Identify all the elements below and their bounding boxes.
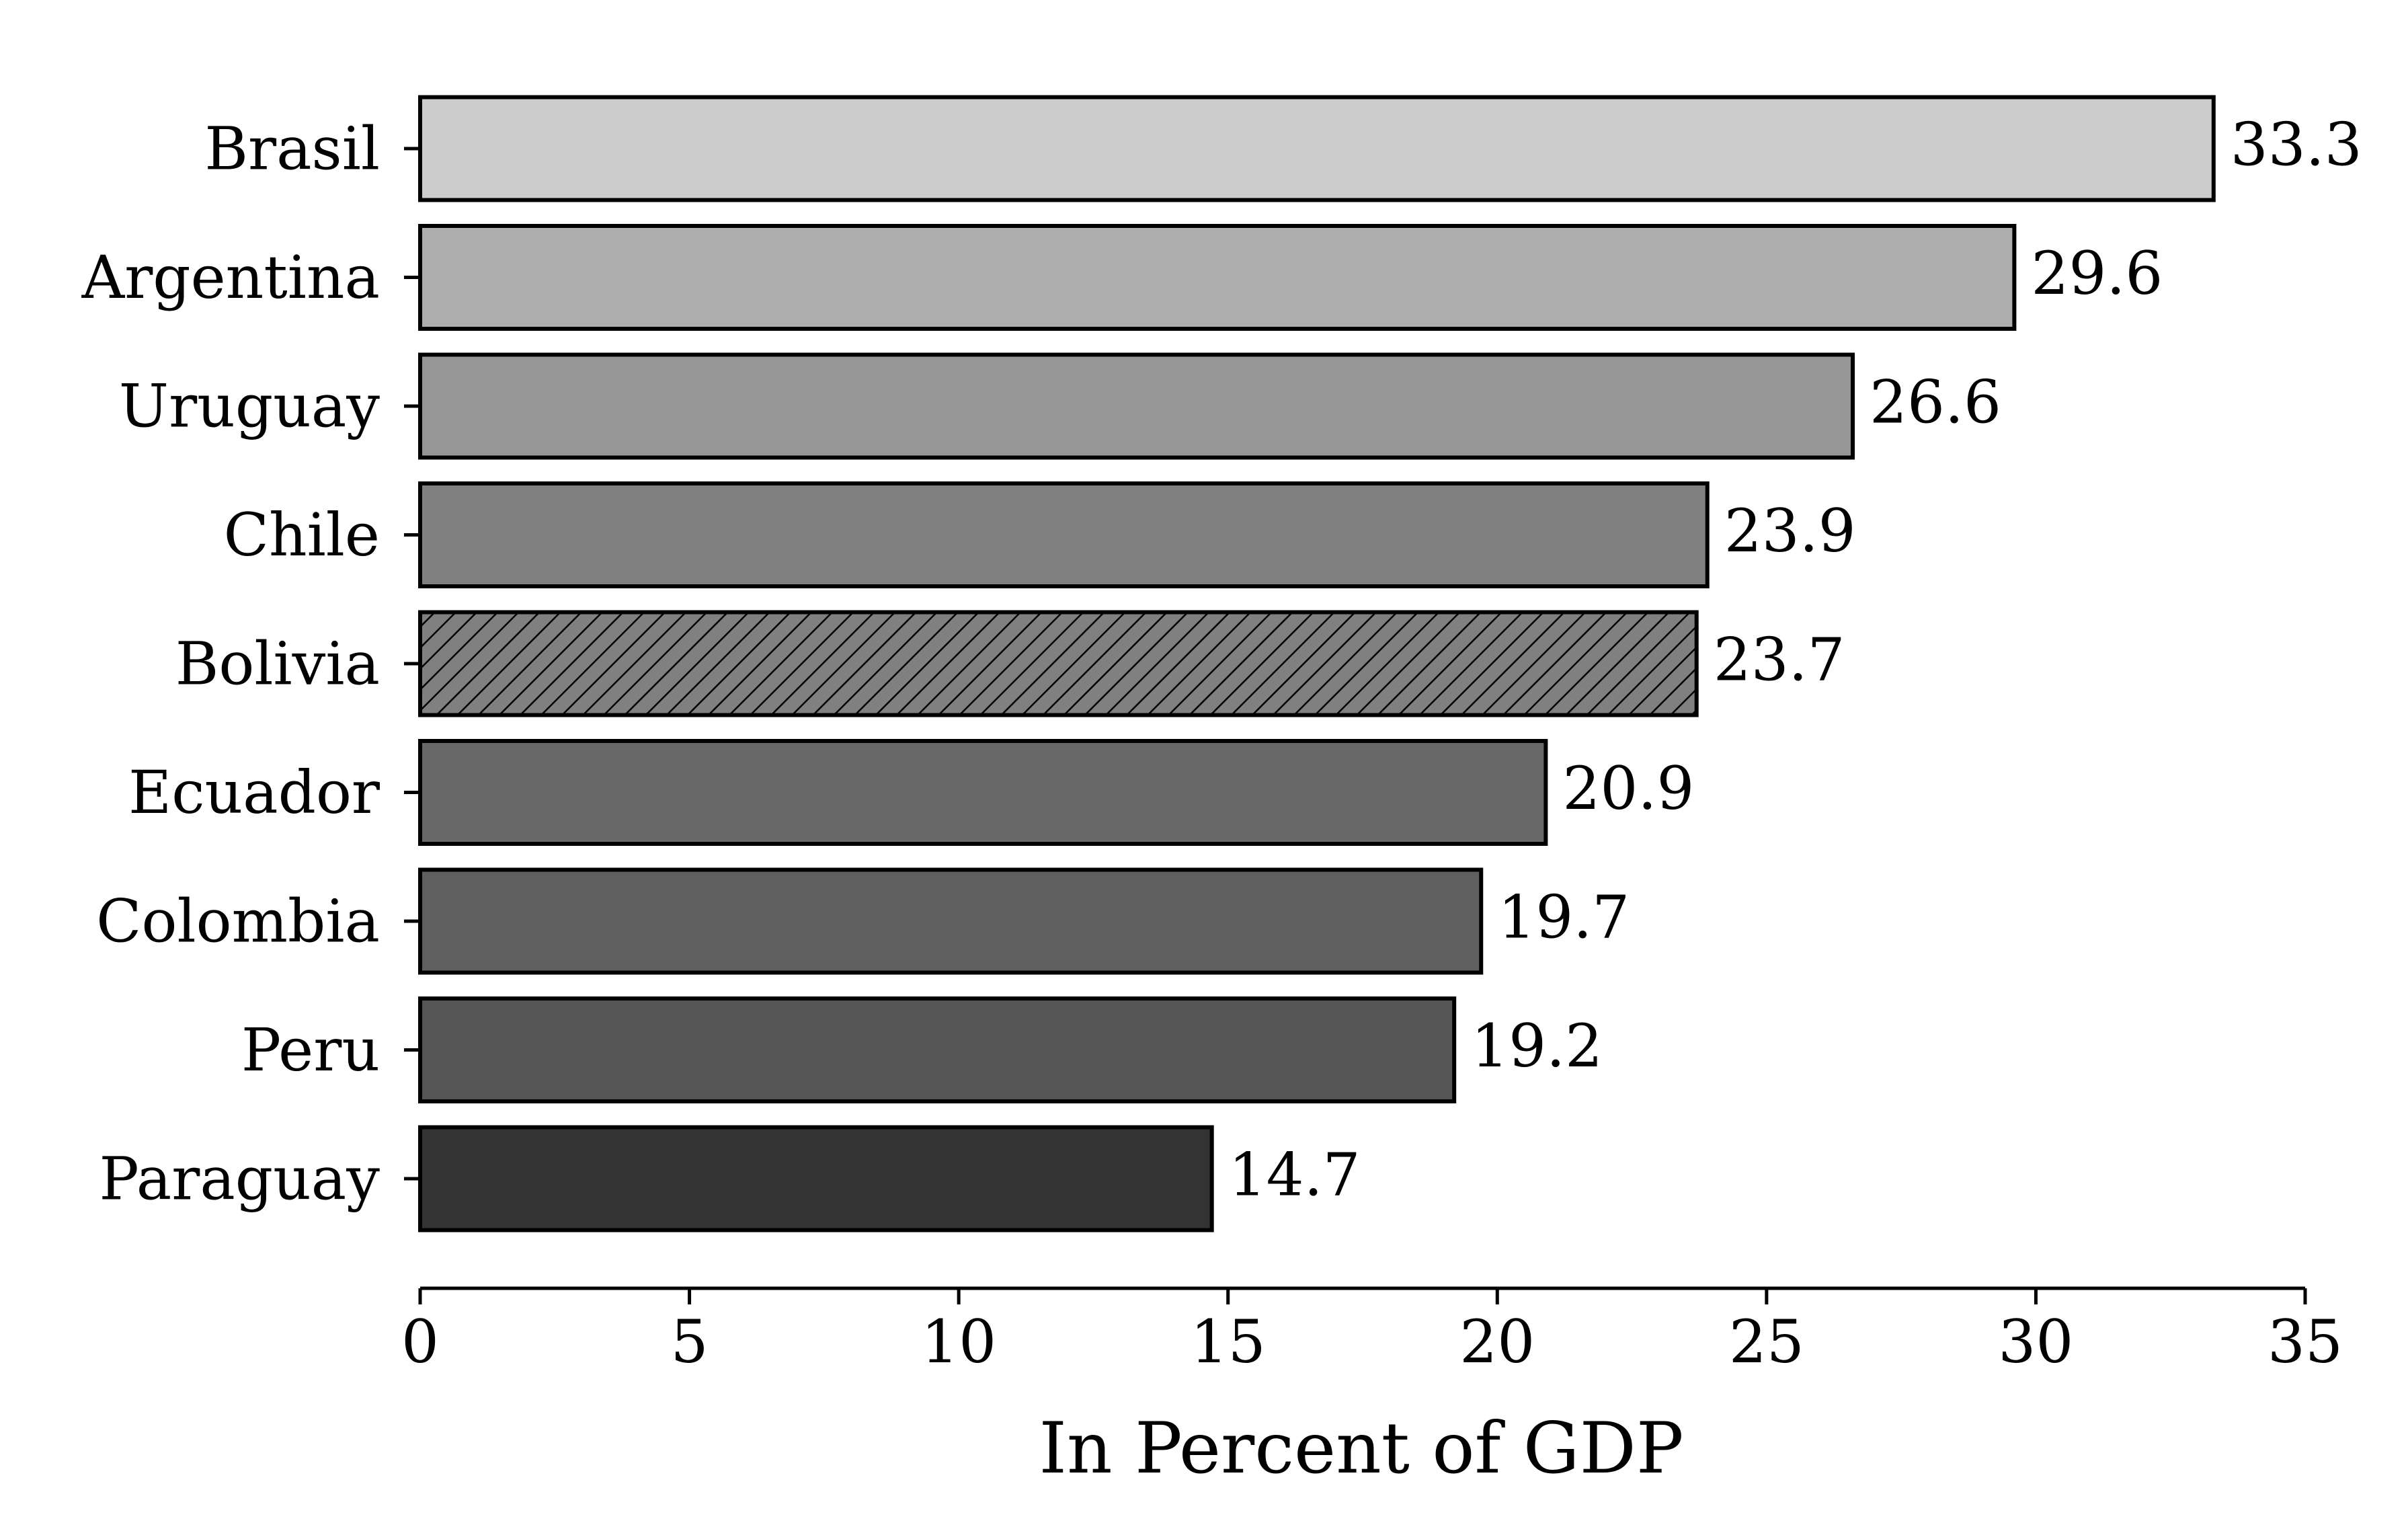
bar-peru xyxy=(418,996,1457,1103)
value-label-peru: 19.2 xyxy=(1471,1011,1603,1081)
value-label-argentina: 29.6 xyxy=(2031,239,2163,308)
x-tick-label-20: 20 xyxy=(1459,1307,1535,1376)
x-axis-title: In Percent of GDP xyxy=(1039,1407,1683,1489)
value-labels: 33.3 29.6 26.623.9 23.7 20.9 19.7 19.2 14.7 xyxy=(1229,110,2362,1210)
x-tick-label-10: 10 xyxy=(921,1307,996,1376)
x-tick-label-5: 5 xyxy=(671,1307,709,1376)
x-tick-label-30: 30 xyxy=(1998,1307,2073,1376)
bar-bolivia xyxy=(418,610,1699,717)
category-label-uruguay: Uruguay xyxy=(119,372,380,441)
x-axis: 0 5 10 15 20 25 30 35 xyxy=(401,1286,2343,1376)
value-label-paraguay: 14.7 xyxy=(1229,1140,1361,1210)
x-tick-label-0: 0 xyxy=(401,1307,439,1376)
category-label-paraguay: Paraguay xyxy=(99,1144,380,1214)
bar-chile xyxy=(418,481,1710,588)
value-label-bolivia: 23.7 xyxy=(1714,625,1845,695)
value-label-brasil: 33.3 xyxy=(2231,110,2362,180)
category-label-bolivia: Bolivia xyxy=(175,629,380,699)
bar-paraguay xyxy=(418,1125,1214,1232)
x-tick-label-25: 25 xyxy=(1729,1307,1804,1376)
category-labels: Brasil Argentina Uruguay Chile Bolivia Ecuado… xyxy=(81,114,420,1214)
x-tick-label-15: 15 xyxy=(1191,1307,1266,1376)
category-label-argentina: Argentina xyxy=(81,243,380,312)
bar-argentina xyxy=(418,224,2017,331)
category-label-colombia: Colombia xyxy=(96,887,380,956)
bar-uruguay xyxy=(418,352,1855,460)
value-label-ecuador: 20.9 xyxy=(1562,754,1694,823)
category-label-brasil: Brasil xyxy=(204,114,380,184)
bars-layer xyxy=(418,95,2216,1232)
value-label-colombia: 19.7 xyxy=(1498,883,1630,952)
bar-colombia xyxy=(418,867,1484,975)
category-label-chile: Chile xyxy=(224,500,380,570)
bar-ecuador xyxy=(418,739,1548,846)
bar-brasil xyxy=(418,95,2216,202)
category-label-ecuador: Ecuador xyxy=(128,758,380,827)
value-label-chile: 23.9 xyxy=(1724,496,1856,565)
x-tick-label-35: 35 xyxy=(2267,1307,2343,1376)
category-label-peru: Peru xyxy=(241,1015,380,1085)
value-label-uruguay: 26.6 xyxy=(1870,368,2001,437)
